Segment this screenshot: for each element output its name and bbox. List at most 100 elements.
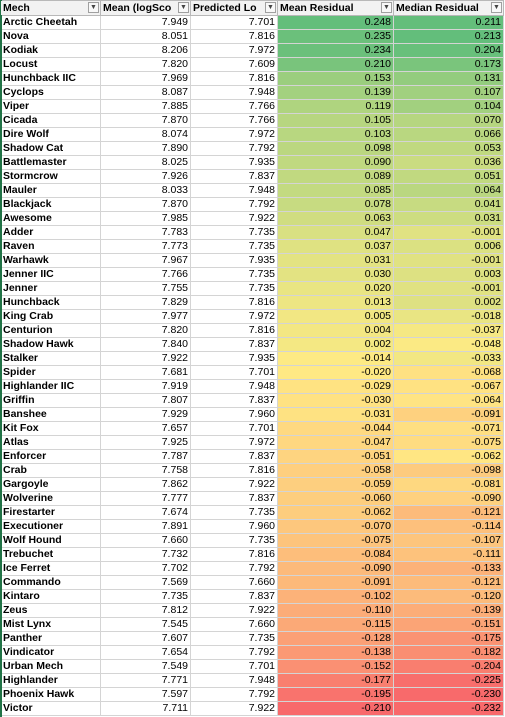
cell-mech[interactable]: Dire Wolf <box>1 128 101 142</box>
cell-mean-logscore[interactable]: 7.829 <box>101 296 191 310</box>
cell-mean-residual[interactable]: -0.210 <box>278 702 394 716</box>
cell-mean-residual[interactable]: -0.102 <box>278 590 394 604</box>
cell-median-residual[interactable]: -0.232 <box>394 702 504 716</box>
cell-median-residual[interactable]: -0.121 <box>394 506 504 520</box>
cell-predicted[interactable]: 7.948 <box>191 380 278 394</box>
cell-median-residual[interactable]: -0.071 <box>394 422 504 436</box>
cell-median-residual[interactable]: -0.068 <box>394 366 504 380</box>
cell-predicted[interactable]: 7.792 <box>191 198 278 212</box>
cell-mean-logscore[interactable]: 7.657 <box>101 422 191 436</box>
cell-median-residual[interactable]: -0.048 <box>394 338 504 352</box>
cell-mech[interactable]: Shadow Cat <box>1 142 101 156</box>
chevron-down-icon[interactable]: ▼ <box>178 2 189 13</box>
cell-mech[interactable]: Jenner <box>1 282 101 296</box>
cell-mean-residual[interactable]: -0.195 <box>278 688 394 702</box>
cell-mech[interactable]: Gargoyle <box>1 478 101 492</box>
cell-predicted[interactable]: 7.922 <box>191 604 278 618</box>
cell-predicted[interactable]: 7.701 <box>191 366 278 380</box>
cell-mech[interactable]: King Crab <box>1 310 101 324</box>
cell-mean-residual[interactable]: 0.105 <box>278 114 394 128</box>
cell-mean-logscore[interactable]: 7.820 <box>101 58 191 72</box>
cell-mech[interactable]: Centurion <box>1 324 101 338</box>
cell-mean-logscore[interactable]: 7.985 <box>101 212 191 226</box>
cell-predicted[interactable]: 7.735 <box>191 632 278 646</box>
cell-predicted[interactable]: 7.735 <box>191 506 278 520</box>
cell-predicted[interactable]: 7.837 <box>191 492 278 506</box>
cell-mech[interactable]: Crab <box>1 464 101 478</box>
cell-median-residual[interactable]: -0.151 <box>394 618 504 632</box>
chevron-down-icon[interactable]: ▼ <box>88 2 99 13</box>
cell-mech[interactable]: Viper <box>1 100 101 114</box>
cell-mean-logscore[interactable]: 7.862 <box>101 478 191 492</box>
cell-mean-residual[interactable]: 0.103 <box>278 128 394 142</box>
cell-median-residual[interactable]: 0.070 <box>394 114 504 128</box>
cell-predicted[interactable]: 7.922 <box>191 702 278 716</box>
cell-mech[interactable]: Victor <box>1 702 101 716</box>
cell-mech[interactable]: Hunchback IIC <box>1 72 101 86</box>
cell-median-residual[interactable]: -0.098 <box>394 464 504 478</box>
cell-mean-logscore[interactable]: 7.922 <box>101 352 191 366</box>
cell-mean-logscore[interactable]: 7.711 <box>101 702 191 716</box>
cell-mean-residual[interactable]: -0.044 <box>278 422 394 436</box>
cell-mean-logscore[interactable]: 7.654 <box>101 646 191 660</box>
cell-mean-residual[interactable]: -0.152 <box>278 660 394 674</box>
cell-median-residual[interactable]: -0.139 <box>394 604 504 618</box>
cell-mean-residual[interactable]: 0.004 <box>278 324 394 338</box>
cell-mean-logscore[interactable]: 7.735 <box>101 590 191 604</box>
cell-median-residual[interactable]: -0.001 <box>394 226 504 240</box>
cell-mech[interactable]: Jenner IIC <box>1 268 101 282</box>
cell-mech[interactable]: Awesome <box>1 212 101 226</box>
cell-mech[interactable]: Zeus <box>1 604 101 618</box>
cell-mean-logscore[interactable]: 7.771 <box>101 674 191 688</box>
cell-predicted[interactable]: 7.816 <box>191 548 278 562</box>
cell-median-residual[interactable]: 0.006 <box>394 240 504 254</box>
cell-predicted[interactable]: 7.837 <box>191 394 278 408</box>
cell-predicted[interactable]: 7.735 <box>191 240 278 254</box>
cell-mech[interactable]: Stalker <box>1 352 101 366</box>
cell-mean-residual[interactable]: 0.235 <box>278 30 394 44</box>
cell-mean-residual[interactable]: -0.051 <box>278 450 394 464</box>
cell-predicted[interactable]: 7.766 <box>191 114 278 128</box>
cell-median-residual[interactable]: -0.204 <box>394 660 504 674</box>
cell-mech[interactable]: Blackjack <box>1 198 101 212</box>
cell-mech[interactable]: Warhawk <box>1 254 101 268</box>
cell-median-residual[interactable]: -0.182 <box>394 646 504 660</box>
cell-mean-residual[interactable]: 0.020 <box>278 282 394 296</box>
cell-mech[interactable]: Arctic Cheetah <box>1 16 101 30</box>
cell-mean-logscore[interactable]: 7.891 <box>101 520 191 534</box>
cell-mean-logscore[interactable]: 7.597 <box>101 688 191 702</box>
cell-mean-residual[interactable]: 0.089 <box>278 170 394 184</box>
cell-mech[interactable]: Trebuchet <box>1 548 101 562</box>
cell-predicted[interactable]: 7.935 <box>191 156 278 170</box>
cell-mean-logscore[interactable]: 7.766 <box>101 268 191 282</box>
cell-median-residual[interactable]: -0.090 <box>394 492 504 506</box>
cell-median-residual[interactable]: -0.001 <box>394 254 504 268</box>
cell-median-residual[interactable]: -0.120 <box>394 590 504 604</box>
cell-mean-residual[interactable]: 0.248 <box>278 16 394 30</box>
cell-median-residual[interactable]: -0.081 <box>394 478 504 492</box>
header-median-residual[interactable]: Median Residual ▼ <box>394 1 504 16</box>
cell-mean-logscore[interactable]: 7.949 <box>101 16 191 30</box>
cell-mean-logscore[interactable]: 7.702 <box>101 562 191 576</box>
cell-mean-logscore[interactable]: 8.051 <box>101 30 191 44</box>
cell-mech[interactable]: Shadow Hawk <box>1 338 101 352</box>
cell-mean-logscore[interactable]: 7.840 <box>101 338 191 352</box>
cell-mean-residual[interactable]: -0.084 <box>278 548 394 562</box>
cell-mean-residual[interactable]: 0.119 <box>278 100 394 114</box>
cell-mech[interactable]: Battlemaster <box>1 156 101 170</box>
cell-mean-residual[interactable]: -0.031 <box>278 408 394 422</box>
cell-mech[interactable]: Griffin <box>1 394 101 408</box>
cell-predicted[interactable]: 7.792 <box>191 142 278 156</box>
cell-mean-logscore[interactable]: 7.783 <box>101 226 191 240</box>
cell-median-residual[interactable]: 0.064 <box>394 184 504 198</box>
cell-mean-logscore[interactable]: 7.926 <box>101 170 191 184</box>
cell-mean-residual[interactable]: 0.139 <box>278 86 394 100</box>
cell-mech[interactable]: Kintaro <box>1 590 101 604</box>
cell-mean-residual[interactable]: -0.059 <box>278 478 394 492</box>
cell-mean-logscore[interactable]: 7.545 <box>101 618 191 632</box>
cell-mech[interactable]: Highlander IIC <box>1 380 101 394</box>
cell-median-residual[interactable]: -0.037 <box>394 324 504 338</box>
cell-mean-logscore[interactable]: 7.870 <box>101 114 191 128</box>
cell-mech[interactable]: Cicada <box>1 114 101 128</box>
cell-mean-residual[interactable]: -0.110 <box>278 604 394 618</box>
